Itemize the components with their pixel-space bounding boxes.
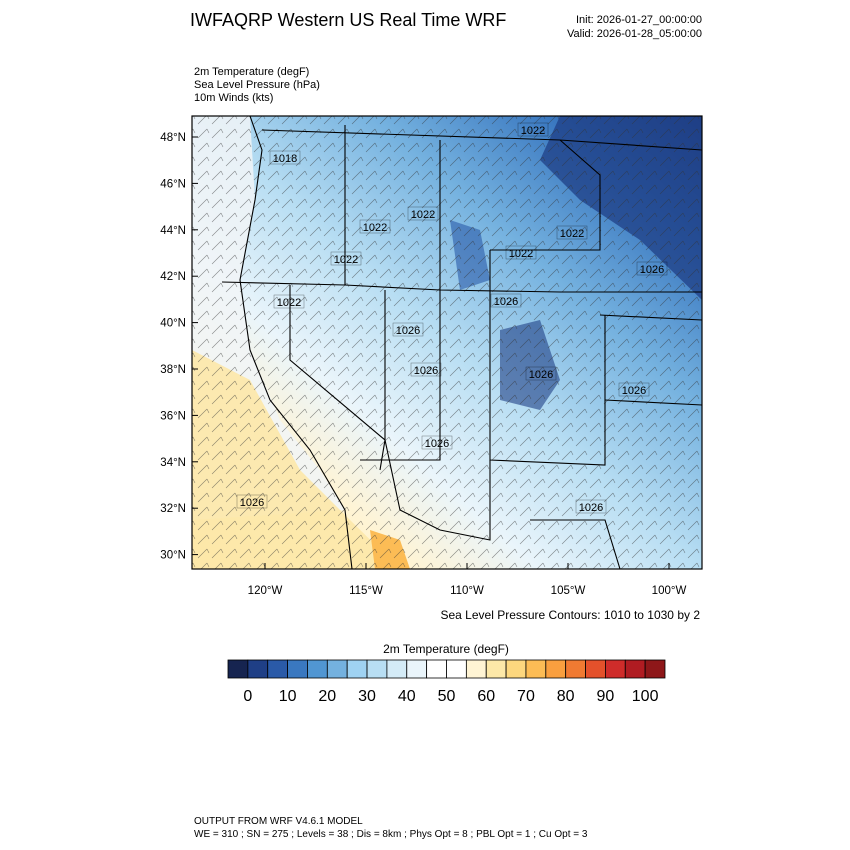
map-field xyxy=(192,116,702,569)
contour-label-box xyxy=(330,251,362,266)
contour-label: 1022 xyxy=(521,125,545,137)
colorbar-box xyxy=(565,659,586,679)
colorbar-box xyxy=(605,659,626,679)
contour-label: 1026 xyxy=(640,264,664,276)
colorbar-box xyxy=(485,659,507,679)
colorbar-box xyxy=(346,659,368,679)
colorbar-box xyxy=(525,659,547,679)
colorbar-tick: 50 xyxy=(438,688,456,705)
colorbar-tick: 0 xyxy=(243,688,252,705)
colorbar-tick: 100 xyxy=(632,688,659,705)
contour-label-box xyxy=(556,225,588,240)
contour-label: 1026 xyxy=(529,369,553,381)
colorbar-box xyxy=(366,659,388,679)
init-time: Init: 2026-01-27_00:00:00 xyxy=(576,14,702,26)
colorbar-title: 2m Temperature (degF) xyxy=(383,642,509,656)
contour-label-box xyxy=(421,435,453,450)
contour-label: 1026 xyxy=(579,502,603,514)
lon-label: 105°W xyxy=(551,585,586,597)
lat-label: 34°N xyxy=(160,457,186,469)
contour-label-box xyxy=(359,219,391,234)
contour-label-box xyxy=(505,245,537,260)
colorbar-box xyxy=(406,659,428,679)
colorbar-tick: 40 xyxy=(398,688,416,705)
contour-label-box xyxy=(618,382,650,397)
footer-line: OUTPUT FROM WRF V4.6.1 MODEL xyxy=(194,816,363,827)
contour-label-box xyxy=(575,499,607,514)
contour-label-box xyxy=(410,362,442,377)
colorbar-box xyxy=(267,659,288,679)
colorbar-tick: 80 xyxy=(557,688,575,705)
contour-label: 1026 xyxy=(396,325,420,337)
colorbar-box xyxy=(426,659,447,679)
map-frame xyxy=(191,115,703,570)
contour-label-box xyxy=(517,122,549,137)
contour-label: 1022 xyxy=(277,297,301,309)
footer-line: WE = 310 ; SN = 275 ; Levels = 38 ; Dis … xyxy=(194,829,588,840)
lon-label: 120°W xyxy=(248,585,283,597)
contour-label-box xyxy=(269,150,301,165)
colorbar-box xyxy=(505,659,527,679)
contour-label: 1026 xyxy=(494,296,518,308)
contour-label-box xyxy=(525,366,557,381)
contour-note: Sea Level Pressure Contours: 1010 to 103… xyxy=(441,608,701,622)
lat-label: 44°N xyxy=(160,225,186,237)
lon-label: 100°W xyxy=(652,585,687,597)
lat-label: 32°N xyxy=(160,503,186,515)
contour-label-box xyxy=(407,206,439,221)
field-label: 2m Temperature (degF) xyxy=(194,66,309,78)
colorbar-box xyxy=(624,659,646,679)
colorbar-box xyxy=(446,659,467,679)
lat-label: 42°N xyxy=(160,271,186,283)
contour-label-box xyxy=(490,293,522,308)
lat-label: 40°N xyxy=(160,318,186,330)
colorbar-box xyxy=(287,659,308,679)
contour-label: 1022 xyxy=(334,254,358,266)
contour-label: 1022 xyxy=(560,228,584,240)
colorbar-box xyxy=(227,659,249,679)
lon-label: 110°W xyxy=(450,585,484,597)
field-label: 10m Winds (kts) xyxy=(194,92,273,104)
contour-label-box xyxy=(236,494,268,509)
contour-label: 1026 xyxy=(240,497,264,509)
colorbar-box xyxy=(585,659,606,679)
colorbar-tick: 30 xyxy=(358,688,376,705)
colorbar-box xyxy=(644,659,666,679)
contour-label: 1022 xyxy=(363,222,387,234)
colorbar-tick: 10 xyxy=(279,688,297,705)
contour-label-box xyxy=(273,294,305,309)
contour-label: 1026 xyxy=(414,365,438,377)
colorbar-tick: 20 xyxy=(318,688,336,705)
colorbar-tick: 70 xyxy=(517,688,535,705)
title: IWFAQRP Western US Real Time WRF xyxy=(190,10,506,30)
contour-label: 1022 xyxy=(411,209,435,221)
colorbar-box xyxy=(326,659,348,679)
contour-label: 1018 xyxy=(273,153,297,165)
lat-label: 48°N xyxy=(160,132,186,144)
lat-label: 46°N xyxy=(160,178,186,190)
valid-time: Valid: 2026-01-28_05:00:00 xyxy=(567,28,702,40)
lat-label: 38°N xyxy=(160,364,186,376)
contour-label: 1026 xyxy=(425,438,449,450)
lat-label: 36°N xyxy=(160,410,186,422)
lon-label: 115°W xyxy=(349,585,383,597)
colorbar-box xyxy=(307,659,328,679)
contour-label-box xyxy=(392,322,424,337)
colorbar-tick: 60 xyxy=(477,688,495,705)
field-label: Sea Level Pressure (hPa) xyxy=(194,79,320,91)
colorbar-box xyxy=(386,659,408,679)
contour-label: 1022 xyxy=(509,248,533,260)
contour-label: 1026 xyxy=(622,385,646,397)
colorbar-box xyxy=(545,659,567,679)
colorbar-tick: 90 xyxy=(597,688,615,705)
contour-label-box xyxy=(636,261,668,276)
colorbar-box xyxy=(247,659,269,679)
colorbar-box xyxy=(465,659,487,679)
lat-label: 30°N xyxy=(160,550,186,562)
